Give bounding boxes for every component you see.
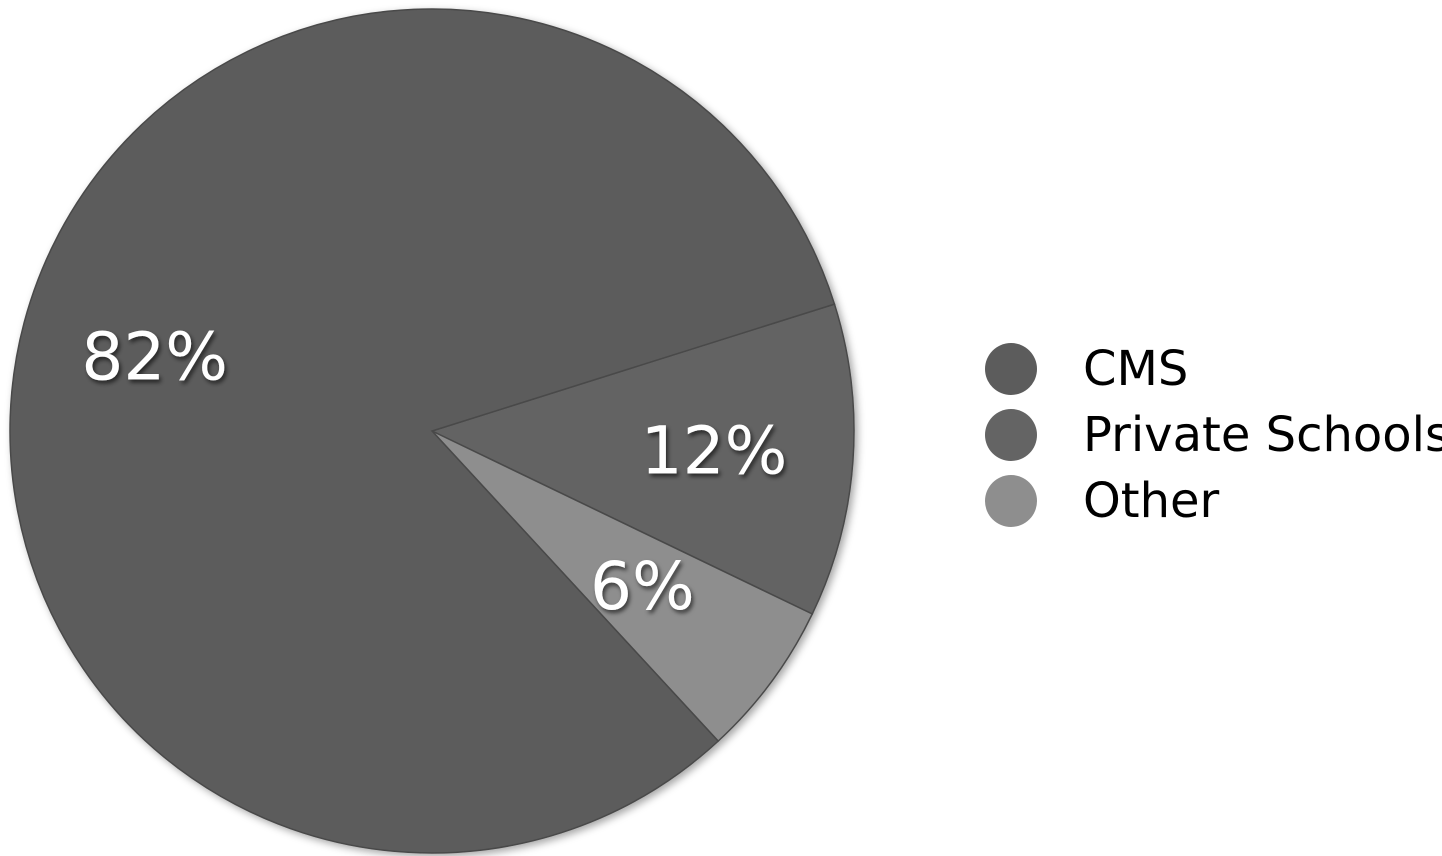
legend-item-other: Other: [985, 468, 1442, 534]
legend-label-other: Other: [1083, 473, 1220, 529]
slice-cms: [9, 8, 836, 854]
pie-slices: [9, 8, 855, 854]
legend-swatch-cms: [985, 343, 1037, 395]
slice-label-cms: 82%: [81, 319, 228, 396]
slice-label-private-schools: 12%: [641, 413, 788, 490]
slice-other: [431, 430, 814, 743]
legend-item-cms: CMS: [985, 336, 1442, 402]
legend-swatch-private-schools: [985, 409, 1037, 461]
legend-label-private-schools: Private Schools: [1083, 407, 1442, 463]
slice-label-other: 6%: [590, 548, 695, 625]
legend: CMS Private Schools Other: [985, 336, 1442, 534]
slice-private-schools: [429, 303, 855, 616]
legend-swatch-other: [985, 475, 1037, 527]
pie-slice-labels: 12% 6% 82%: [81, 319, 787, 625]
legend-label-cms: CMS: [1083, 341, 1189, 397]
legend-item-private-schools: Private Schools: [985, 402, 1442, 468]
